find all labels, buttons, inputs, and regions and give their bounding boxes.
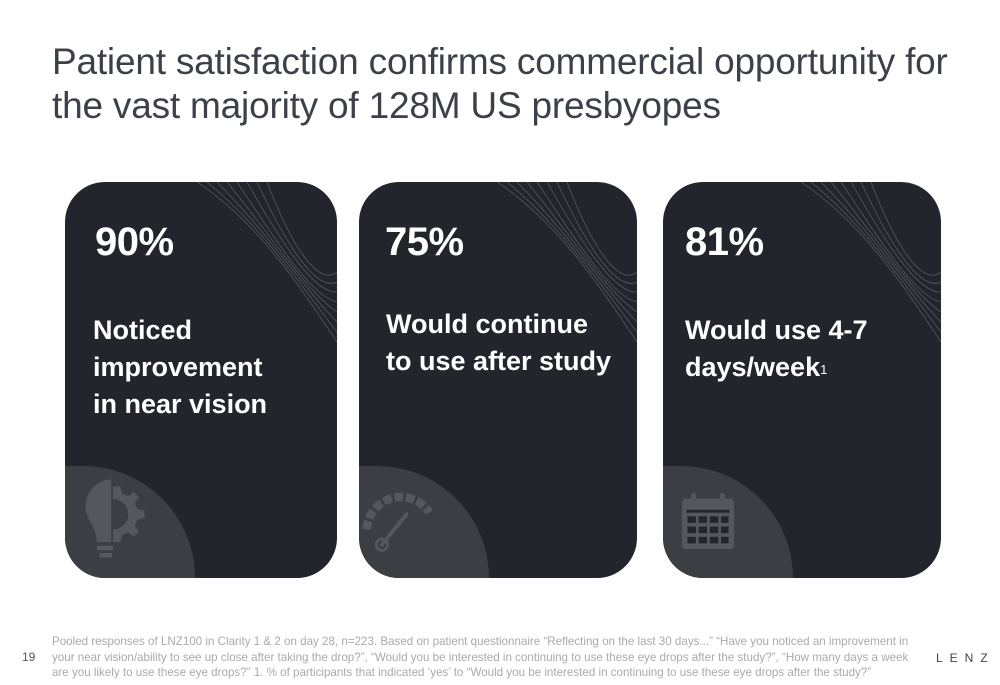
company-logo: LENZ xyxy=(936,651,995,665)
stat-value: 75% xyxy=(385,220,464,264)
stat-value: 81% xyxy=(685,220,764,264)
stat-description: Would continue to use after study xyxy=(386,309,612,376)
calendar-icon xyxy=(681,493,735,549)
stat-card-continue: 75% Would continue to use after study xyxy=(359,182,637,578)
stat-card-frequency: 81% Would use 4-7 days/week1 xyxy=(663,182,941,578)
page-number: 19 xyxy=(22,650,36,664)
footnote-marker: 1 xyxy=(820,362,828,377)
stat-card-improvement: 90% Noticed improvement in near vision xyxy=(65,182,337,578)
stat-description-text: Would use 4-7 days/week xyxy=(685,315,868,382)
gauge-icon xyxy=(362,492,433,552)
wave-lines-decoration xyxy=(800,182,941,343)
stat-description: Would use 4-7 days/week1 xyxy=(685,312,905,386)
stat-value: 90% xyxy=(95,220,174,264)
stat-description: Noticed improvement in near vision xyxy=(93,315,268,419)
wave-lines-decoration xyxy=(496,182,637,343)
wave-lines-decoration xyxy=(196,182,337,343)
slide-title: Patient satisfaction confirms commercial… xyxy=(52,41,948,126)
footnote: Pooled responses of LNZ100 in Clarity 1 … xyxy=(52,635,909,679)
lightbulb-gear-icon xyxy=(85,479,145,558)
